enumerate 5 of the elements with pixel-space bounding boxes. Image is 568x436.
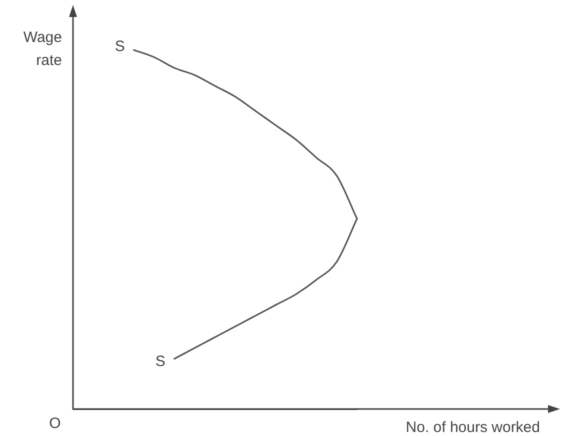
text: O — [49, 415, 61, 432]
x-axis-title: No. of hours worked — [406, 419, 540, 436]
series-label: S — [114, 38, 125, 56]
y-axis-title: Wage rate — [23, 29, 62, 69]
series-label: S — [155, 352, 166, 370]
